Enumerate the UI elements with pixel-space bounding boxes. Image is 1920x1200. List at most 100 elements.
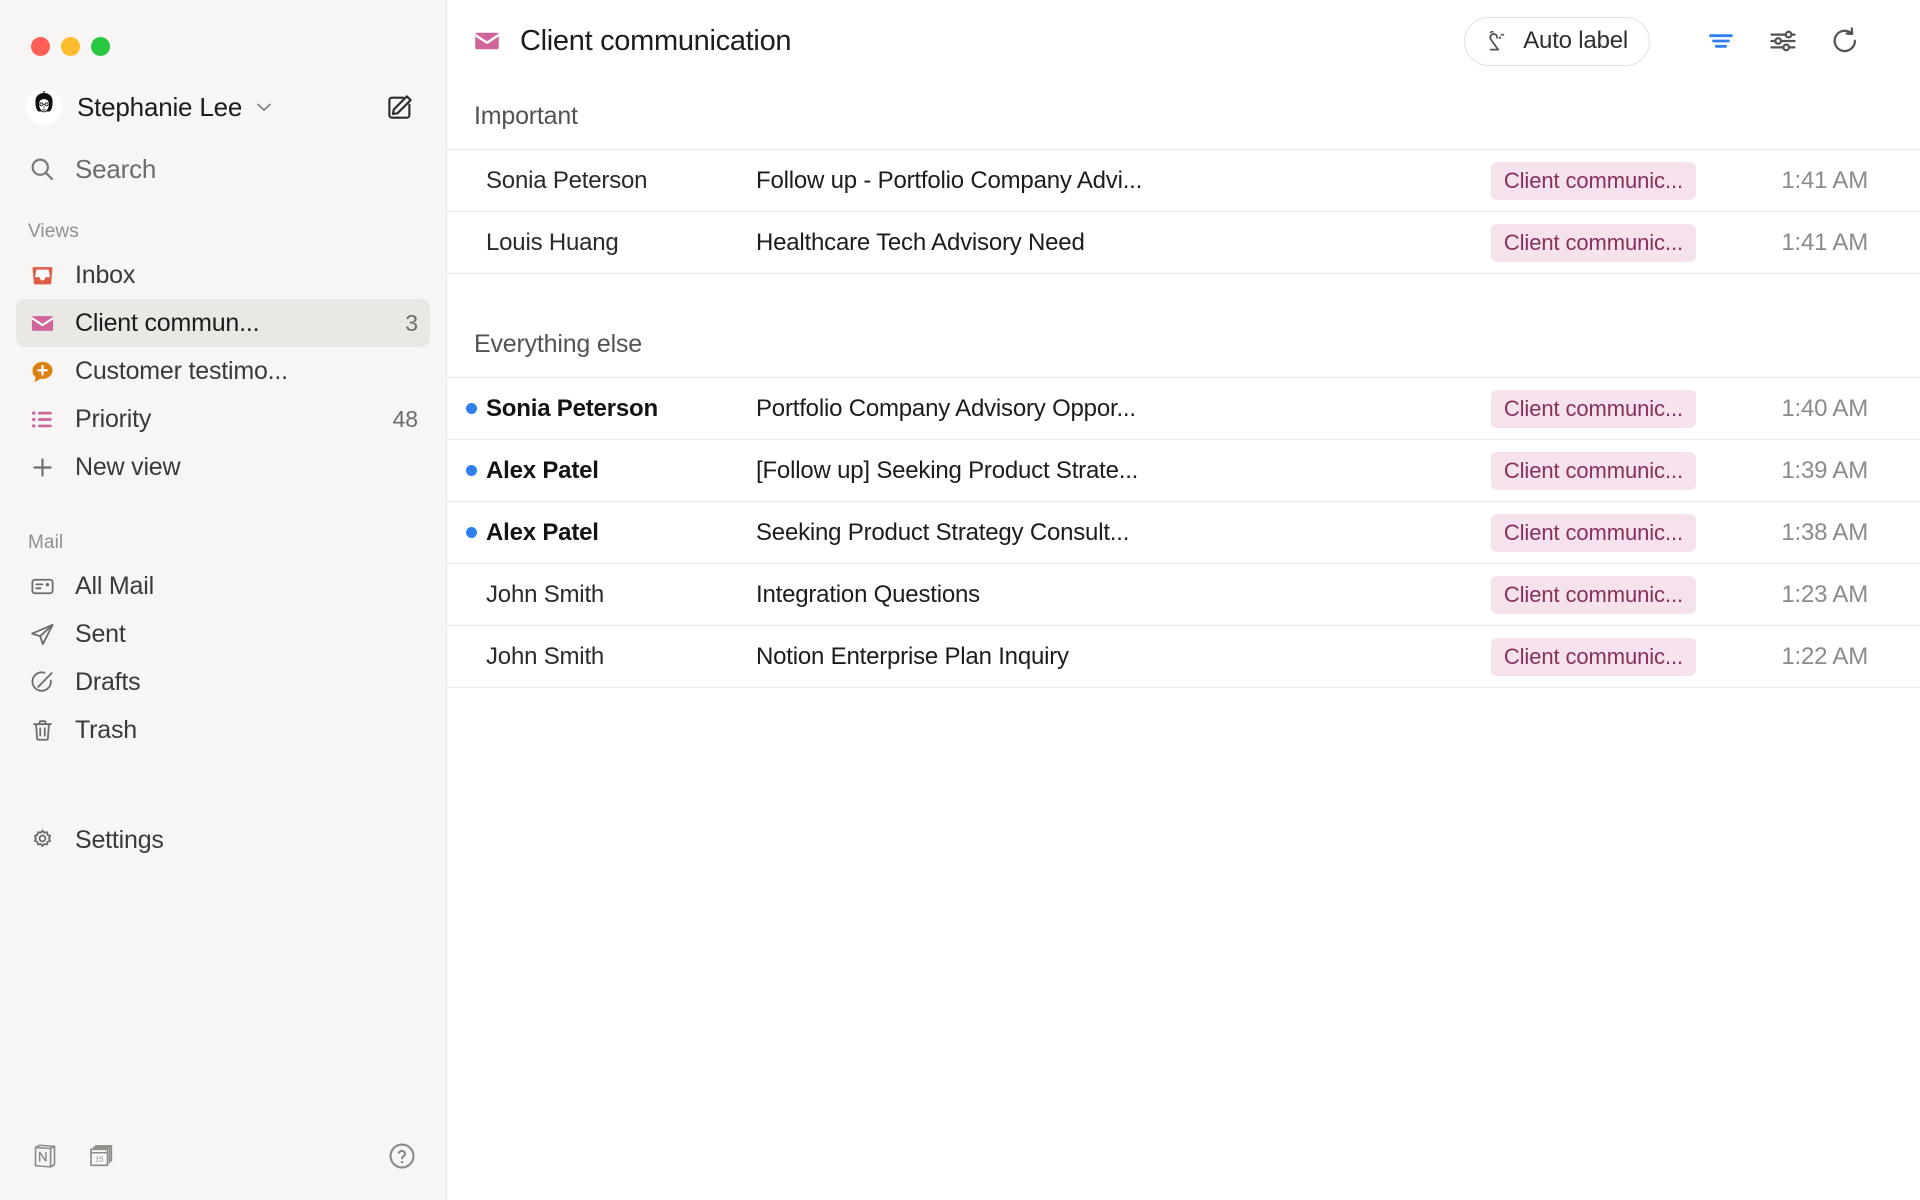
sidebar-item-count: 48	[392, 405, 418, 432]
table-row[interactable]: John Smith Notion Enterprise Plan Inquir…	[447, 626, 1920, 688]
email-sender: John Smith	[486, 580, 605, 608]
paper-plane-icon	[28, 620, 57, 649]
sidebar-item-label: All Mail	[75, 571, 154, 600]
email-time: 1:38 AM	[1781, 518, 1868, 546]
sidebar-item-new-view[interactable]: New view	[16, 443, 430, 491]
unread-indicator-cell	[457, 465, 486, 476]
email-subject: Follow up - Portfolio Company Advi...	[756, 166, 1143, 194]
notion-calendar-icon[interactable]: 15	[86, 1141, 116, 1171]
email-sender: Alex Patel	[486, 456, 599, 484]
header-actions: Auto label	[1464, 16, 1868, 66]
email-subject: Seeking Product Strategy Consult...	[756, 518, 1130, 546]
maximize-window-button[interactable]	[91, 37, 110, 56]
account-switcher[interactable]: Stephanie Lee	[20, 85, 424, 129]
views-section-label: Views	[28, 221, 79, 242]
sidebar-item-drafts[interactable]: Drafts	[16, 658, 430, 706]
sidebar-item-label: Inbox	[75, 260, 136, 289]
group-title-everything-else: Everything else	[474, 330, 642, 358]
trash-can-icon	[28, 716, 57, 745]
email-time: 1:40 AM	[1781, 394, 1868, 422]
sidebar-item-label: New view	[75, 452, 181, 481]
email-time: 1:23 AM	[1781, 580, 1868, 608]
unread-indicator-cell	[457, 403, 486, 414]
sidebar-item-customer-testimonials[interactable]: Customer testimo...	[16, 347, 430, 395]
group-lines-icon[interactable]	[1698, 18, 1744, 64]
email-subject: Integration Questions	[756, 580, 980, 608]
unread-dot-icon	[466, 527, 477, 538]
refresh-icon[interactable]	[1822, 18, 1868, 64]
sidebar-item-label: Client commun...	[75, 308, 260, 337]
status-badge[interactable]: Client communic...	[1490, 637, 1696, 676]
table-row[interactable]: Louis Huang Healthcare Tech Advisory Nee…	[447, 212, 1920, 274]
email-time: 1:39 AM	[1781, 456, 1868, 484]
status-badge[interactable]: Client communic...	[1490, 513, 1696, 552]
account-name: Stephanie Lee	[77, 91, 243, 122]
sidebar-item-count: 3	[405, 309, 418, 336]
group-title-important: Important	[474, 102, 578, 130]
email-subject: Notion Enterprise Plan Inquiry	[756, 642, 1069, 670]
table-row[interactable]: John Smith Integration Questions Client …	[447, 564, 1920, 626]
status-badge[interactable]: Client communic...	[1490, 389, 1696, 428]
status-badge[interactable]: Client communic...	[1490, 451, 1696, 490]
envelope-pink-icon	[28, 309, 57, 338]
window-controls	[0, 0, 446, 56]
status-badge[interactable]: Client communic...	[1490, 161, 1696, 200]
email-subject: Portfolio Company Advisory Oppor...	[756, 394, 1136, 422]
sidebar-item-client-communication[interactable]: Client commun... 3	[16, 299, 430, 347]
sidebar-item-label: Priority	[75, 404, 152, 433]
minimize-window-button[interactable]	[61, 37, 80, 56]
unread-dot-icon	[466, 403, 477, 414]
all-mail-card-icon	[28, 572, 57, 601]
email-subject: [Follow up] Seeking Product Strate...	[756, 456, 1139, 484]
sidebar-item-label: Customer testimo...	[75, 356, 288, 385]
sidebar-item-label: Settings	[75, 825, 164, 854]
email-sender: Alex Patel	[486, 518, 599, 546]
auto-label-button[interactable]: Auto label	[1464, 16, 1650, 66]
sidebar-item-inbox[interactable]: Inbox	[16, 251, 430, 299]
table-row[interactable]: Sonia Peterson Portfolio Company Advisor…	[447, 378, 1920, 440]
envelope-pink-icon	[472, 26, 502, 56]
svg-text:15: 15	[95, 1154, 103, 1163]
sidebar-item-trash[interactable]: Trash	[16, 706, 430, 754]
email-sender: Sonia Peterson	[486, 394, 658, 422]
search-input[interactable]: Search	[20, 147, 426, 191]
unread-dot-icon	[466, 465, 477, 476]
search-placeholder: Search	[75, 153, 157, 184]
main-header: Client communication Auto label	[447, 0, 1920, 82]
sidebar: Stephanie Lee Search V	[0, 0, 447, 1200]
status-badge[interactable]: Client communic...	[1490, 223, 1696, 262]
mail-section-label: Mail	[28, 532, 64, 553]
chevron-down-icon[interactable]	[253, 96, 275, 118]
email-list: Important Sonia Peterson Follow up - Por…	[447, 82, 1920, 1200]
speech-bubble-plus-icon	[28, 357, 57, 386]
email-subject: Healthcare Tech Advisory Need	[756, 228, 1085, 256]
filter-sliders-icon[interactable]	[1760, 18, 1806, 64]
email-time: 1:41 AM	[1781, 166, 1868, 194]
gear-icon	[28, 826, 57, 855]
table-row[interactable]: Sonia Peterson Follow up - Portfolio Com…	[447, 150, 1920, 212]
notion-logo-icon[interactable]	[30, 1141, 60, 1171]
table-row[interactable]: Alex Patel Seeking Product Strategy Cons…	[447, 502, 1920, 564]
compose-icon[interactable]	[382, 89, 418, 125]
email-sender: John Smith	[486, 642, 605, 670]
sidebar-footer: 15	[0, 1134, 446, 1178]
sidebar-item-sent[interactable]: Sent	[16, 610, 430, 658]
search-icon	[28, 155, 58, 183]
avatar	[26, 89, 62, 125]
page-title: Client communication	[520, 24, 792, 57]
sidebar-item-all-mail[interactable]: All Mail	[16, 562, 430, 610]
help-question-circle-icon[interactable]	[386, 1140, 418, 1172]
auto-label-text: Auto label	[1523, 27, 1628, 54]
sidebar-item-label: Sent	[75, 619, 126, 648]
main-panel: Client communication Auto label	[447, 0, 1920, 1200]
email-sender: Louis Huang	[486, 228, 619, 256]
table-row[interactable]: Alex Patel [Follow up] Seeking Product S…	[447, 440, 1920, 502]
sidebar-item-priority[interactable]: Priority 48	[16, 395, 430, 443]
drafts-pencil-circle-icon	[28, 668, 57, 697]
status-badge[interactable]: Client communic...	[1490, 575, 1696, 614]
close-window-button[interactable]	[31, 37, 50, 56]
group-rows-important: Sonia Peterson Follow up - Portfolio Com…	[447, 149, 1920, 274]
sidebar-item-settings[interactable]: Settings	[16, 816, 430, 864]
inbox-tray-icon	[28, 261, 57, 290]
